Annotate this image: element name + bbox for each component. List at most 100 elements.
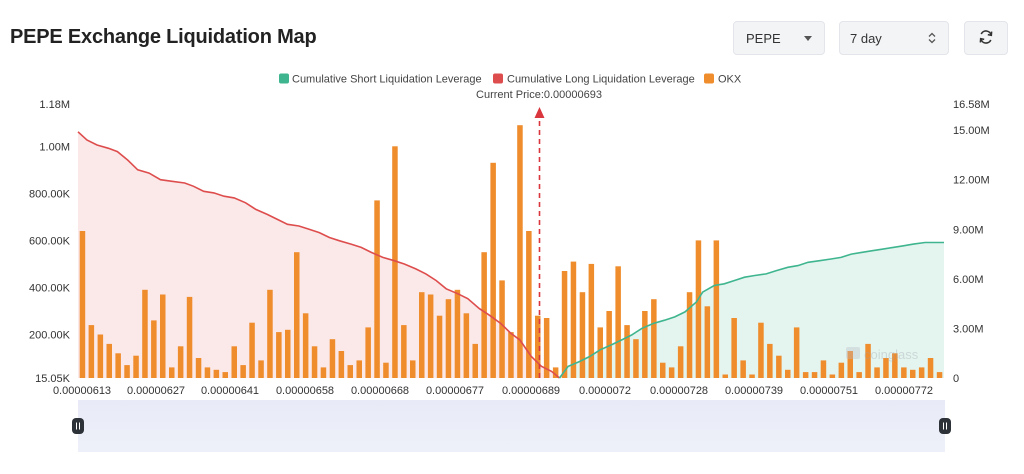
okx-bar	[874, 367, 880, 378]
okx-bar	[481, 252, 487, 378]
okx-bar	[901, 367, 907, 378]
okx-bar	[535, 315, 541, 378]
range-slider[interactable]	[72, 400, 951, 452]
legend-swatch-long	[493, 73, 503, 84]
right-axis-tick-label: 0	[953, 373, 959, 385]
long-cumulative-line	[77, 131, 561, 379]
okx-bar	[740, 360, 746, 378]
left-axis-tick-label: 1.18M	[39, 99, 70, 111]
okx-bar	[713, 240, 720, 378]
x-axis-tick-label: 0.00000658	[276, 385, 334, 397]
left-axis-tick-label: 800.00K	[29, 188, 71, 200]
okx-bar	[151, 320, 157, 378]
okx-bar	[552, 367, 559, 378]
okx-bar	[588, 263, 595, 378]
left-axis-tick-label: 1.00M	[39, 141, 70, 153]
okx-bar	[436, 315, 443, 378]
legend-item-long[interactable]: Cumulative Long Liquidation Leverage	[493, 73, 695, 86]
okx-bar	[749, 374, 755, 378]
okx-bar	[606, 311, 612, 378]
okx-bar	[401, 325, 407, 378]
okx-bar	[365, 327, 371, 378]
okx-bar	[454, 289, 461, 378]
okx-bar	[910, 369, 916, 378]
okx-bar	[204, 367, 211, 378]
okx-bar	[847, 351, 853, 378]
okx-bar	[936, 372, 943, 378]
refresh-button[interactable]	[964, 21, 1008, 55]
okx-bar	[927, 358, 934, 378]
okx-bar	[829, 374, 836, 378]
range-select[interactable]: 7 day	[839, 21, 949, 55]
okx-bar	[758, 322, 764, 378]
x-axis-tick-label: 0.00000668	[351, 385, 409, 397]
okx-bar	[195, 358, 202, 378]
okx-bar	[169, 367, 175, 378]
okx-bar	[392, 146, 398, 378]
okx-bar	[722, 374, 728, 378]
okx-bar	[320, 367, 327, 378]
range-slider-track[interactable]	[78, 400, 945, 452]
okx-bar	[785, 369, 791, 378]
okx-bar	[526, 231, 532, 378]
okx-bar	[802, 372, 809, 378]
legend-item-okx[interactable]: OKX	[704, 73, 742, 86]
okx-bar	[329, 339, 336, 378]
x-axis-tick-label: 0.0000072	[579, 385, 631, 397]
okx-bars	[79, 125, 943, 378]
x-axis-tick-label: 0.00000739	[725, 385, 783, 397]
okx-bar	[856, 372, 862, 378]
symbol-select[interactable]: PEPE	[733, 21, 825, 55]
okx-bar	[311, 346, 318, 378]
okx-bar	[517, 125, 523, 378]
okx-bar	[793, 327, 800, 378]
slider-handle-left[interactable]	[72, 418, 84, 434]
watermark-text: coinglass	[864, 347, 919, 362]
okx-bar	[338, 351, 345, 378]
legend: Cumulative Short Liquidation Leverage Cu…	[279, 73, 742, 86]
okx-bar	[543, 318, 550, 378]
okx-bar	[686, 292, 693, 378]
okx-bar	[597, 327, 603, 378]
okx-bar	[615, 266, 621, 378]
slider-handle-right[interactable]	[939, 418, 951, 434]
okx-bar	[499, 280, 505, 378]
legend-label-okx: OKX	[718, 74, 742, 86]
okx-bar	[651, 299, 657, 378]
x-axis-tick-label: 0.00000728	[650, 385, 708, 397]
okx-bar	[356, 360, 362, 378]
caret-down-icon	[804, 22, 812, 54]
okx-bar	[883, 358, 889, 378]
right-axis-tick-label: 3.00M	[953, 323, 984, 335]
okx-bar	[142, 289, 148, 378]
short-cumulative-line	[558, 241, 944, 379]
current-price-label: Current Price:0.00000693	[476, 89, 602, 101]
okx-bar	[231, 346, 237, 378]
okx-bar	[427, 294, 434, 378]
okx-bar	[79, 231, 86, 378]
okx-bar	[222, 372, 228, 378]
okx-bar	[677, 346, 684, 378]
right-axis-tick-label: 9.00M	[953, 224, 984, 236]
okx-bar	[820, 360, 827, 378]
okx-bar	[633, 339, 639, 378]
okx-bar	[213, 369, 220, 378]
okx-bar	[642, 311, 648, 378]
left-axis-tick-label: 400.00K	[29, 282, 71, 294]
okx-bar	[472, 343, 478, 378]
range-select-value: 7 day	[850, 30, 882, 46]
right-axis-tick-label: 12.00M	[953, 175, 990, 187]
okx-bar	[579, 292, 586, 378]
okx-bar	[249, 322, 255, 378]
left-axis-tick-label: 200.00K	[29, 329, 71, 341]
legend-swatch-short	[279, 73, 289, 84]
okx-bar	[276, 332, 282, 378]
okx-bar	[838, 362, 845, 378]
legend-item-short[interactable]: Cumulative Short Liquidation Leverage	[279, 73, 482, 86]
okx-bar	[115, 353, 121, 378]
x-axis-tick-label: 0.00000677	[426, 385, 484, 397]
okx-bar	[704, 306, 711, 378]
okx-bar	[294, 252, 300, 378]
coinglass-watermark: coinglass	[846, 347, 919, 362]
okx-bar	[383, 362, 389, 378]
